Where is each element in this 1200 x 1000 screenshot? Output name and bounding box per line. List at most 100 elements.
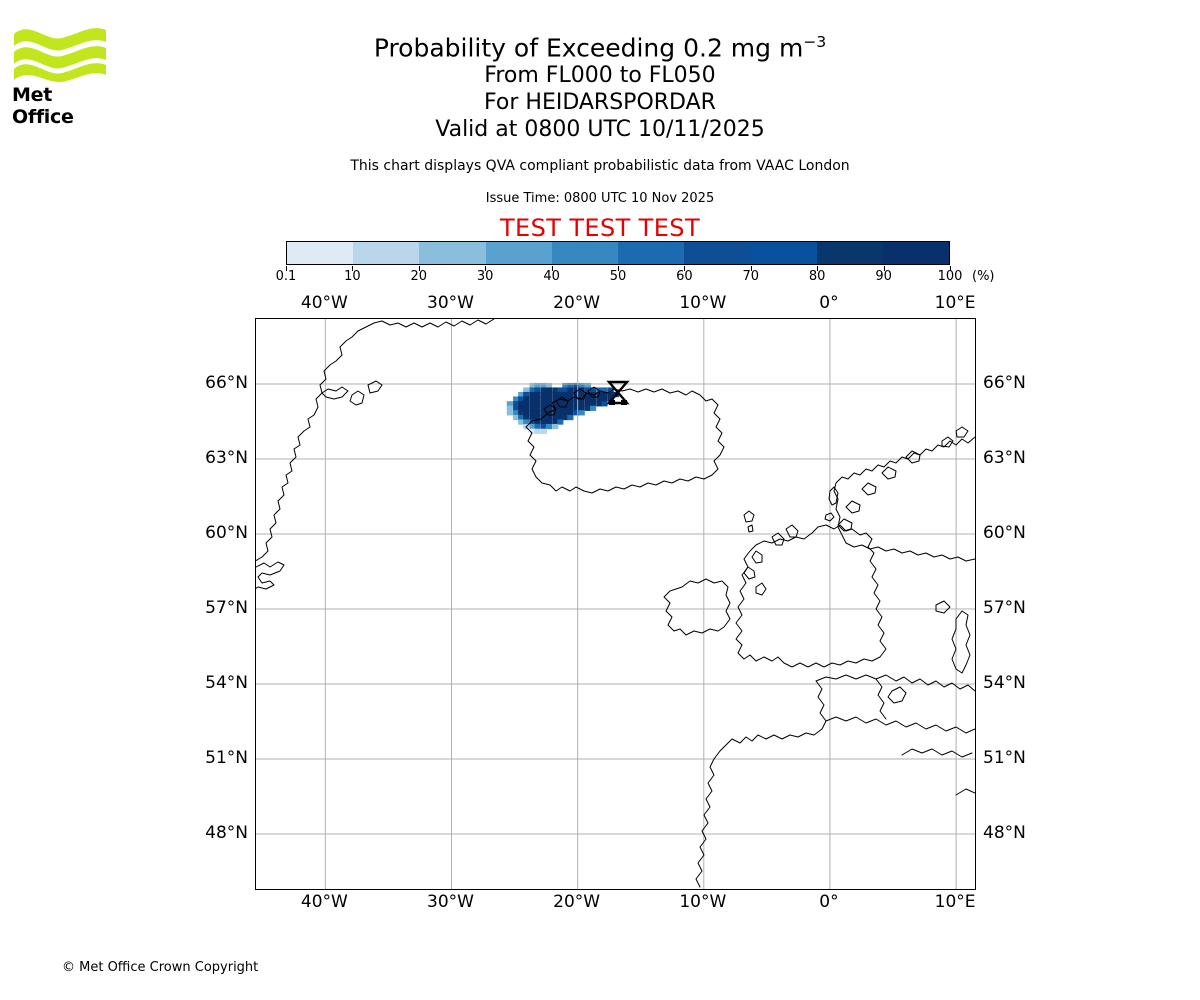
heatmap-cell: [534, 428, 541, 434]
coast-north-sea-south: [815, 674, 975, 692]
heatmap-cell: [590, 405, 597, 411]
heatmap-cell: [534, 405, 541, 411]
heatmap-cell: [513, 410, 520, 416]
heatmap-cell: [529, 423, 536, 430]
heatmap-cell: [557, 414, 564, 421]
heatmap-cell: [513, 405, 520, 411]
lat-label-right-66: 66°N: [983, 373, 1026, 393]
coast-shetland: [828, 486, 839, 506]
heatmap-cell: [523, 414, 530, 421]
coast-norway-fjord-1: [905, 450, 921, 464]
lon-label-top--30: 30°W: [427, 293, 474, 313]
colorbar-label-20: 20: [410, 269, 428, 284]
coast-norway-west: [833, 436, 975, 562]
heatmap-cell: [529, 405, 536, 411]
colorbar-tick-60: [684, 266, 686, 271]
heatmap-cell: [557, 410, 564, 416]
coast-switzerland: [955, 788, 975, 796]
heatmap-cell: [596, 396, 603, 402]
heatmap-cell: [601, 387, 608, 393]
heatmap-cell: [540, 391, 547, 398]
colorbar-segment-3: [485, 242, 552, 264]
heatmap-cell: [562, 387, 569, 393]
lat-label-right-48: 48°N: [983, 823, 1026, 843]
coast-france-atlantic: [695, 680, 827, 888]
coast-belgium-germany: [825, 716, 975, 734]
lat-label-right-60: 60°N: [983, 523, 1026, 543]
lat-label-right-57: 57°N: [983, 598, 1026, 618]
heatmap-cell: [545, 419, 553, 425]
colorbar-segment-1: [353, 242, 420, 264]
lat-label-left-54: 54°N: [205, 673, 248, 693]
colorbar-tick-70: [750, 266, 752, 271]
coast-faroe-islands-south: [747, 524, 754, 533]
colorbar-segment-5: [618, 242, 685, 264]
heatmap-cell: [540, 423, 547, 430]
heatmap-cell: [590, 401, 597, 407]
heatmap-cell: [607, 396, 614, 402]
heatmap-cell: [607, 387, 614, 393]
heatmap-cell: [529, 414, 536, 421]
heatmap-cell: [540, 419, 547, 425]
coast-iceland-westfjord-2: [555, 396, 569, 408]
heatmap-cell: [584, 387, 592, 393]
coast-norway-island-2: [941, 436, 954, 448]
heatmap-cell: [567, 414, 574, 421]
colorbar-segment-8: [816, 242, 883, 264]
heatmap-cell: [567, 391, 574, 398]
heatmap-cell: [529, 401, 536, 407]
heatmap-cell: [601, 396, 608, 402]
heatmap-cell: [573, 387, 580, 393]
heatmap-cell: [540, 401, 547, 407]
lat-label-right-63: 63°N: [983, 448, 1026, 468]
coast-alps-region: [901, 748, 973, 758]
lat-label-left-63: 63°N: [205, 448, 248, 468]
colorbar-tick-40: [551, 266, 553, 271]
heatmap-cell: [534, 391, 541, 398]
heatmap-cell: [529, 428, 536, 434]
map-panel[interactable]: [255, 318, 976, 890]
heatmap-cell: [545, 414, 553, 421]
heatmap-cell: [529, 382, 536, 389]
colorbar-unit-label: (%): [972, 269, 995, 284]
lon-label-bottom-0: 0°: [819, 892, 839, 912]
heatmap-cell: [540, 428, 547, 434]
coast-norway-fjord-3: [861, 482, 877, 496]
heatmap-cell: [552, 387, 559, 393]
coast-netherlands-west: [875, 678, 887, 720]
page-title-exponent: −3: [803, 33, 827, 51]
colorbar-label-40: 40: [543, 269, 560, 284]
qva-compliance-note: This chart displays QVA compliant probab…: [350, 158, 850, 174]
met-office-logo: Met Office: [12, 22, 112, 128]
heatmap-cell: [552, 423, 559, 430]
heatmap-cell: [518, 396, 525, 402]
volcano-marker-foot-1: [621, 400, 628, 405]
copyright-footer: © Met Office Crown Copyright: [62, 960, 259, 975]
heatmap-cell: [562, 410, 569, 416]
volcano-name-subtitle: For HEIDARSPORDAR: [484, 90, 716, 115]
colorbar-segment-4: [551, 242, 619, 264]
heatmap-cell: [545, 396, 553, 402]
heatmap-cell: [607, 391, 614, 398]
colorbar-label-90: 90: [875, 269, 892, 284]
heatmap-cell: [545, 423, 553, 430]
colorbar-label-50: 50: [609, 269, 627, 284]
lat-label-left-48: 48°N: [205, 823, 248, 843]
met-office-wave-icon: [14, 28, 106, 83]
volcano-marker-group[interactable]: [606, 380, 630, 405]
valid-time-subtitle: Valid at 0800 UTC 10/11/2025: [435, 117, 765, 142]
heatmap-cell: [567, 405, 574, 411]
heatmap-cell: [518, 405, 525, 411]
heatmap-cell: [513, 414, 520, 421]
heatmap-cell: [529, 410, 536, 416]
lon-label-top-0: 0°: [819, 293, 839, 313]
lon-label-top-10: 10°E: [934, 293, 976, 313]
heatmap-cell: [562, 391, 569, 398]
lon-label-top--20: 20°W: [553, 293, 601, 313]
heatmap-cell: [529, 396, 536, 402]
lat-label-left-60: 60°N: [205, 523, 248, 543]
heatmap-cell: [540, 382, 547, 389]
heatmap-cell: [601, 401, 608, 407]
colorbar-label-80: 80: [808, 269, 826, 284]
heatmap-cell: [523, 396, 530, 402]
